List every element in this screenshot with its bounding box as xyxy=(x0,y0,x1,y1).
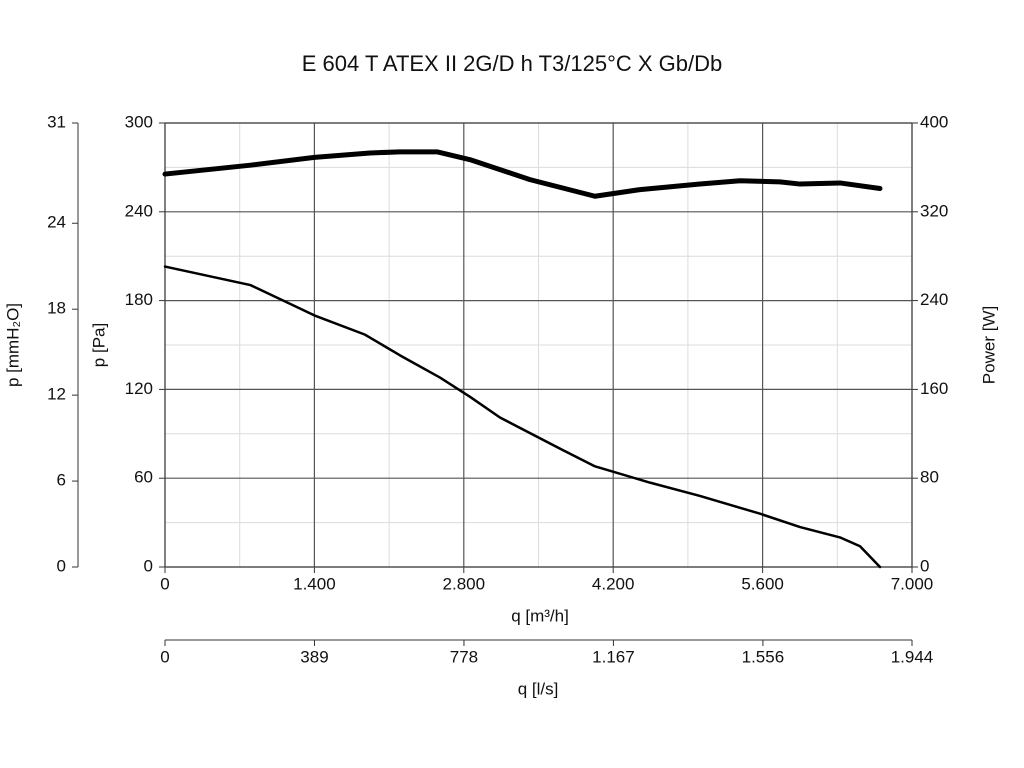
x-axis-label: q [m³/h] xyxy=(511,606,569,625)
y2-tick-label: 160 xyxy=(920,379,948,398)
x2-tick-label: 0 xyxy=(160,647,169,666)
x-tick-label: 7.000 xyxy=(891,574,934,593)
x2-axis-label: q [l/s] xyxy=(518,679,559,698)
y2-tick-label: 400 xyxy=(920,112,948,131)
x2-tick-label: 778 xyxy=(450,647,478,666)
y2-tick-label: 320 xyxy=(920,201,948,220)
plot-frame xyxy=(164,122,913,568)
x2-tick-label: 389 xyxy=(300,647,328,666)
x2-tick-label: 1.167 xyxy=(592,647,635,666)
y3-tick-label: 24 xyxy=(47,213,66,232)
y-tick-label: 180 xyxy=(125,290,153,309)
curve xyxy=(162,149,883,199)
x-tick-label: 0 xyxy=(160,574,169,593)
y3-tick-label: 12 xyxy=(47,385,66,404)
x-tick-label: 1.400 xyxy=(293,574,336,593)
y3-tick-label: 18 xyxy=(47,299,66,318)
y3-axis-label: p [mmH₂O] xyxy=(3,303,22,387)
x-tick-label: 2.800 xyxy=(443,574,486,593)
y-axis-label: p [Pa] xyxy=(89,323,108,367)
curve xyxy=(163,265,882,569)
x2-tick-label: 1.944 xyxy=(891,647,934,666)
y3-tick-label: 31 xyxy=(47,112,66,131)
y2-tick-label: 0 xyxy=(920,556,929,575)
y2-tick-label: 80 xyxy=(920,468,939,487)
y2-tick-label: 240 xyxy=(920,290,948,309)
y-tick-label: 240 xyxy=(125,201,153,220)
x2-tick-label: 1.556 xyxy=(742,647,785,666)
y-tick-label: 0 xyxy=(144,556,153,575)
y-tick-label: 60 xyxy=(134,468,153,487)
y3-tick-label: 0 xyxy=(57,556,66,575)
y2-axis-label: Power [W] xyxy=(979,306,998,384)
x-tick-label: 5.600 xyxy=(741,574,784,593)
x-tick-label: 4.200 xyxy=(592,574,635,593)
chart-title: E 604 T ATEX II 2G/D h T3/125°C X Gb/Db xyxy=(302,51,723,76)
y-tick-label: 120 xyxy=(125,379,153,398)
y3-tick-label: 6 xyxy=(57,471,66,490)
y-tick-label: 300 xyxy=(125,112,153,131)
